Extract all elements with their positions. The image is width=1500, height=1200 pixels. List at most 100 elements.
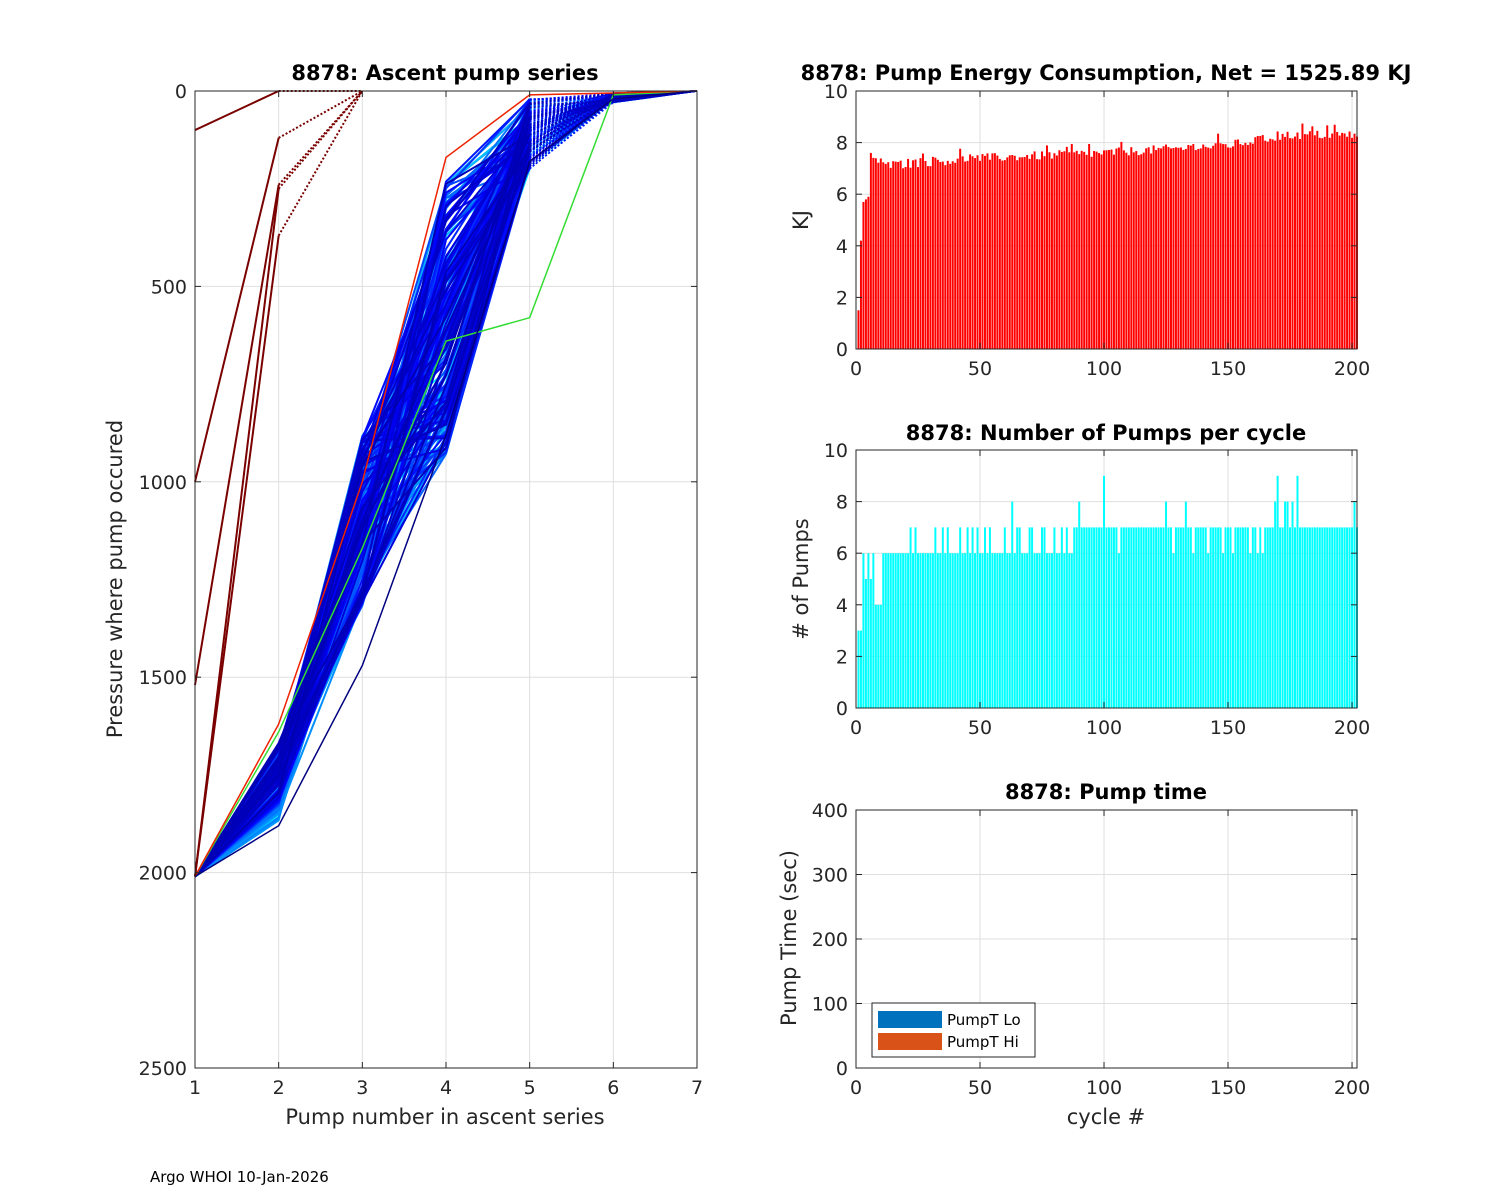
pumps-bar xyxy=(917,553,919,708)
energy-bar xyxy=(988,159,991,349)
x-tick-label: 150 xyxy=(1210,717,1246,739)
pumps-bar xyxy=(1152,527,1155,708)
energy-bar xyxy=(894,161,897,349)
pumps-bar xyxy=(1276,475,1279,708)
ascent-series-line xyxy=(194,151,531,878)
energy-bar xyxy=(1259,136,1262,349)
y-tick-label: 0 xyxy=(175,81,187,103)
ascent-series-dotted-line xyxy=(529,90,698,118)
energy-bar xyxy=(1075,150,1078,349)
y-tick-label: 0 xyxy=(836,339,848,361)
energy-bar xyxy=(946,160,949,349)
pumps-bar xyxy=(961,553,964,708)
pumps-bar xyxy=(1197,527,1200,708)
pumps-bar xyxy=(1199,527,1202,708)
energy-bar xyxy=(1142,152,1145,349)
energy-bar xyxy=(1162,146,1165,349)
energy-bar xyxy=(1130,147,1133,349)
energy-bar xyxy=(976,155,979,349)
pumps-bar xyxy=(1065,527,1068,708)
pumps-bar xyxy=(1107,527,1110,708)
energy-bar xyxy=(1336,131,1339,349)
x-tick-label: 200 xyxy=(1334,358,1370,380)
pumps-bar xyxy=(919,553,922,708)
energy-bar xyxy=(1346,136,1349,349)
ascent-series-dotted-line xyxy=(529,90,698,148)
pumps-bar xyxy=(991,553,994,708)
energy-bar xyxy=(1271,139,1274,349)
pumps-bar xyxy=(1055,553,1058,708)
pumps-bar xyxy=(1110,527,1113,708)
pumps-bar xyxy=(882,553,885,708)
pumps-bar xyxy=(1346,527,1349,708)
energy-bar xyxy=(1331,133,1334,349)
energy-bar xyxy=(1006,157,1009,349)
pumps-bar xyxy=(921,553,924,708)
pumps-bar xyxy=(1023,553,1026,708)
x-tick-label: 50 xyxy=(968,717,992,739)
pumps-bar xyxy=(1122,527,1125,708)
pumps-bar xyxy=(1212,527,1215,708)
pumps-bar xyxy=(976,527,979,708)
energy-bar xyxy=(1055,155,1058,349)
energy-bar xyxy=(1289,138,1292,349)
pumps-bar xyxy=(949,553,952,708)
energy-bar xyxy=(1038,159,1041,349)
energy-bar xyxy=(929,166,932,349)
pumps-bar xyxy=(1135,527,1138,708)
pumps-bar xyxy=(1018,527,1021,708)
energy-bar xyxy=(1095,151,1098,349)
pumps-bar xyxy=(1189,527,1192,708)
pumps-bar xyxy=(1271,527,1274,708)
pumps-bar xyxy=(934,527,937,708)
energy-bar xyxy=(971,156,974,349)
energy-bar xyxy=(1169,148,1172,349)
energy-bar xyxy=(1078,154,1081,349)
ascent-shallow-line xyxy=(194,188,280,877)
pumptime-x-axis-label: cycle # xyxy=(1067,1105,1146,1129)
energy-bar xyxy=(1244,142,1247,349)
energy-bar xyxy=(1209,148,1212,349)
pumps-bar xyxy=(862,553,865,708)
energy-bar xyxy=(1249,142,1252,349)
energy-bar xyxy=(1008,155,1011,349)
pumps-bar xyxy=(874,604,877,708)
pumps-bar xyxy=(899,553,902,708)
pumps-bar xyxy=(1194,527,1197,708)
energy-bar xyxy=(889,167,892,349)
energy-bar xyxy=(1264,140,1267,349)
pumps-bar xyxy=(1098,527,1101,708)
energy-bar xyxy=(961,156,964,349)
energy-bar xyxy=(1179,147,1182,349)
pumps-bar xyxy=(964,553,967,708)
pumps-bar xyxy=(981,553,984,708)
pumps-bar xyxy=(1080,527,1083,708)
energy-bar xyxy=(1266,141,1269,349)
energy-bar xyxy=(1155,150,1158,349)
pumps-bar xyxy=(1013,553,1016,708)
ascent-shallow-dotted-line xyxy=(277,90,364,190)
pumps-bar xyxy=(894,553,897,708)
pumps-bar xyxy=(1043,527,1046,708)
ascent-series-dotted-line xyxy=(529,90,698,116)
pumps-bar xyxy=(929,553,932,708)
energy-bar xyxy=(1073,152,1076,349)
energy-bar xyxy=(991,153,994,349)
energy-bar xyxy=(1231,146,1234,349)
x-tick-label: 200 xyxy=(1334,1077,1370,1099)
energy-bar xyxy=(1063,151,1066,349)
pumps-bar xyxy=(1222,553,1225,708)
energy-bar xyxy=(1011,155,1014,349)
energy-bar xyxy=(1103,150,1106,349)
energy-bar xyxy=(951,161,954,349)
energy-bar xyxy=(1117,147,1120,349)
energy-bar xyxy=(1274,140,1277,349)
y-tick-label: 6 xyxy=(836,543,848,565)
energy-bar xyxy=(981,154,984,349)
energy-bar xyxy=(914,159,917,349)
energy-bar xyxy=(1313,135,1316,349)
pumps-bar xyxy=(1246,527,1249,708)
energy-bar xyxy=(1018,157,1021,349)
pumps-bar xyxy=(1179,527,1182,708)
pumps-bar xyxy=(1348,527,1351,708)
